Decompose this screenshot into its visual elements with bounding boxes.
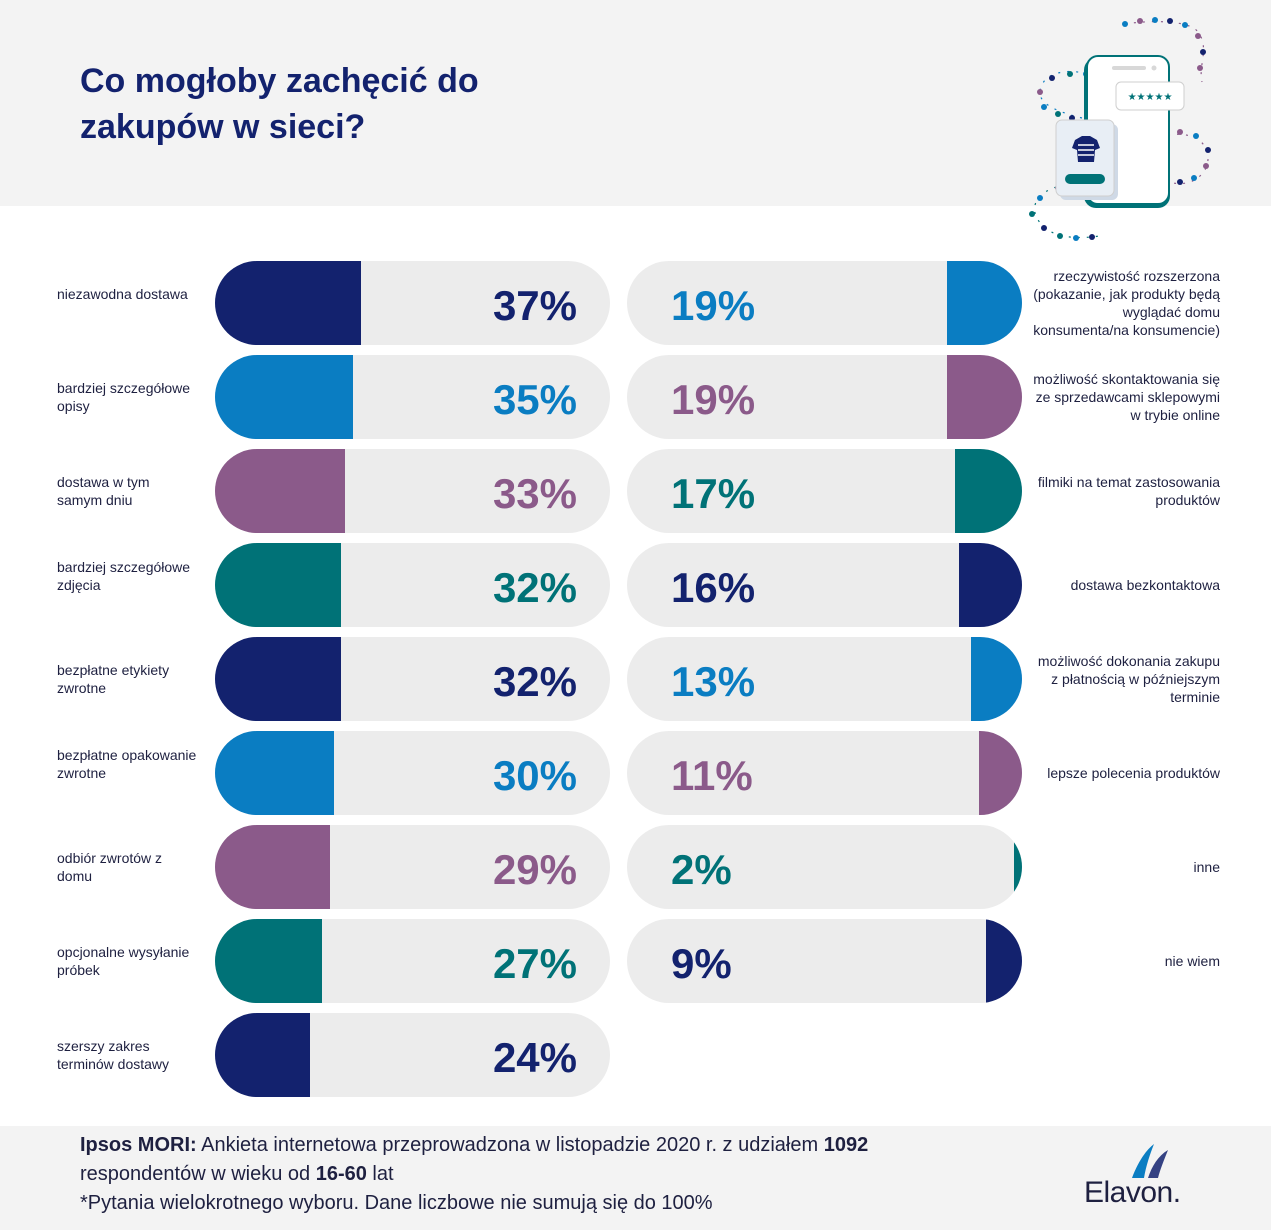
right-bar-fill (955, 449, 1022, 533)
left-bar-fill (215, 825, 330, 909)
right-category-label: inne (1193, 859, 1220, 875)
right-category-label: filmiki na temat zastosowania produktów (1037, 474, 1220, 508)
right-bar-value-label: 13% (671, 658, 756, 705)
left-category-label: bardziej szczegółowe opisy (57, 380, 191, 414)
source-text-2: respondentów w wieku od (80, 1163, 316, 1185)
footer-background (0, 1126, 1271, 1230)
right-bar-track: 19% (627, 355, 1022, 439)
multiple-choice-note: *Pytania wielokrotnego wyboru. Dane licz… (80, 1192, 713, 1214)
right-bar-track: 16% (627, 543, 1022, 627)
left-bar-value-label: 24% (492, 1034, 577, 1081)
logo-swoosh-icon (1132, 1144, 1168, 1178)
left-bar-track: 32% (215, 637, 610, 721)
left-category-label: szerszy zakres terminów dostawy (57, 1038, 170, 1072)
left-bar-value-label: 29% (492, 846, 577, 893)
left-bar-fill (215, 543, 341, 627)
right-bar-fill (986, 919, 1022, 1003)
left-category-label: opcjonalne wysyłanie próbek (57, 944, 190, 978)
source-line-1: Ipsos MORI: Ankieta internetowa przeprow… (80, 1131, 1040, 1160)
left-bar-track: 24% (215, 1013, 610, 1097)
right-bar-fill (1014, 825, 1022, 909)
left-category-label: niezawodna dostawa (57, 286, 188, 302)
right-bar-fill (947, 355, 1022, 439)
left-category-label: odbiór zwrotów z domu (57, 850, 163, 884)
age-range: 16-60 (315, 1163, 367, 1185)
source-line-2: respondentów w wieku od 16-60 lat (80, 1160, 1040, 1189)
left-bar-track: 37% (215, 261, 610, 345)
left-bar-fill (215, 731, 334, 815)
left-bar-track: 35% (215, 355, 610, 439)
left-bar-value-label: 35% (492, 376, 577, 423)
left-bar-value-label: 30% (492, 752, 577, 799)
left-bar-track: 32% (215, 543, 610, 627)
left-bar-fill (215, 355, 353, 439)
left-bar-fill (215, 261, 361, 345)
left-category-label: bezpłatne opakowanie zwrotne (57, 747, 197, 781)
left-bar-fill (215, 1013, 310, 1097)
right-bar-value-label: 2% (671, 846, 732, 893)
logo-wordmark: Elavon. (1084, 1176, 1181, 1209)
phone-shopping-icon: ★★★★★ (1029, 17, 1211, 241)
right-bar-value-label: 17% (671, 470, 756, 517)
right-bar-track: 13% (627, 637, 1022, 721)
left-bar-track: 30% (215, 731, 610, 815)
left-bar-value-label: 27% (492, 940, 577, 987)
left-bar-track: 27% (215, 919, 610, 1003)
left-bar-value-label: 37% (492, 282, 577, 329)
right-bar-value-label: 16% (671, 564, 756, 611)
left-bar-fill (215, 449, 345, 533)
left-category-label: bezpłatne etykiety zwrotne (57, 662, 170, 696)
right-bar-fill (947, 261, 1022, 345)
right-category-label: nie wiem (1164, 953, 1220, 969)
right-bar-track: 2% (627, 825, 1022, 909)
left-bar-value-label: 33% (492, 470, 577, 517)
source-text-3: lat (366, 1163, 394, 1185)
right-bar-value-label: 19% (671, 282, 756, 329)
right-category-label: rzeczywistość rozszerzona (pokazanie, ja… (1033, 268, 1220, 338)
respondent-count: 1092 (823, 1134, 869, 1156)
right-bar-fill (971, 637, 1022, 721)
page-title: Co mogłoby zachęcić do zakupów w sieci? (80, 62, 479, 146)
left-bar-fill (215, 919, 322, 1003)
left-bar-track: 29% (215, 825, 610, 909)
left-bar-track: 33% (215, 449, 610, 533)
svg-text:★★★★★: ★★★★★ (1128, 92, 1173, 103)
chart-area: 37% niezawodna dostawa 35% bardziej szczegó… (0, 206, 1271, 1126)
source-note: Ipsos MORI: Ankieta internetowa przeprow… (80, 1131, 1040, 1218)
left-bar-fill (215, 637, 341, 721)
source-label: Ipsos MORI: (80, 1134, 197, 1156)
right-category-label: lepsze polecenia produktów (1047, 765, 1220, 781)
left-bar-value-label: 32% (492, 658, 577, 705)
right-bar-fill (959, 543, 1022, 627)
right-category-label: dostawa bezkontaktowa (1070, 577, 1220, 593)
right-bar-value-label: 11% (671, 752, 753, 799)
elavon-logo: Elavon. (1084, 1140, 1204, 1210)
right-bar-value-label: 9% (671, 940, 732, 987)
right-category-label: możliwość skontaktowania się ze sprzedaw… (1033, 371, 1220, 423)
left-category-label: bardziej szczegółowe zdjęcia (57, 559, 191, 593)
right-category-label: możliwość dokonania zakupu z płatnością … (1037, 653, 1220, 705)
right-bar-fill (979, 731, 1022, 815)
source-text-1: Ankieta internetowa przeprowadzona w lis… (196, 1134, 824, 1156)
right-bar-track: 9% (627, 919, 1022, 1003)
left-bar-value-label: 32% (492, 564, 577, 611)
right-bar-track: 19% (627, 261, 1022, 345)
left-category-label: dostawa w tym samym dniu (57, 474, 150, 508)
right-bar-track: 11% (627, 731, 1022, 815)
right-bar-value-label: 19% (671, 376, 756, 423)
right-bar-track: 17% (627, 449, 1022, 533)
